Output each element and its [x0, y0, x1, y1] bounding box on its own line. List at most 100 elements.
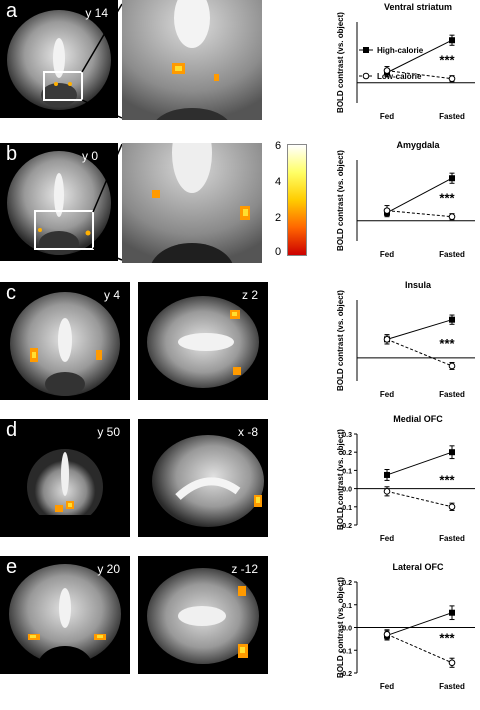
significance-marker: ***: [439, 190, 455, 205]
y-tick-label: -0.2: [340, 671, 352, 678]
slice-coordinate: z -12: [231, 562, 258, 576]
chart-svg: Amygdala BOLD contrast (vs. object) Fed Fas…: [336, 140, 475, 259]
panel-letter: c: [6, 282, 16, 304]
significance-marker: ***: [439, 631, 455, 646]
significance-marker: ***: [439, 52, 455, 67]
x-tick-label: Fasted: [439, 250, 465, 259]
series-line-low: [386, 210, 453, 218]
x-tick-label: Fed: [380, 390, 394, 399]
data-point-low: [448, 659, 456, 667]
data-point-high: [449, 37, 455, 44]
series-line-high: [386, 39, 453, 74]
chart-title: Ventral striatum: [384, 2, 452, 12]
x-tick-label: Fed: [380, 682, 394, 691]
legend-marker-low: [362, 72, 370, 80]
axial-slice-e: z -12: [138, 556, 268, 674]
brain-image: [10, 292, 120, 396]
significance-marker: ***: [439, 336, 455, 351]
chart-lateral-ofc: Lateral OFC BOLD contrast (vs. object) 0.2…: [335, 560, 480, 705]
data-point-high: [449, 449, 455, 456]
zoomed-slice-b: [122, 143, 262, 263]
coronal-slice-b: b y 0: [0, 143, 118, 261]
y-tick-label: 0.1: [342, 468, 352, 475]
y-tick-label: -0.2: [340, 523, 352, 530]
chart-title: Medial OFC: [393, 414, 443, 424]
y-axis-label: BOLD contrast (vs. object): [336, 12, 345, 113]
chart-svg: Ventral striatum BOLD contrast (vs. objec…: [336, 2, 475, 121]
series-line-high: [386, 319, 453, 340]
x-tick-label: Fasted: [439, 682, 465, 691]
legend-label-high: High-calorie: [377, 46, 424, 55]
brain-image: [9, 564, 121, 674]
x-tick-label: Fed: [380, 112, 394, 121]
chart-ventral-striatum: Ventral striatum BOLD contrast (vs. objec…: [335, 0, 480, 135]
data-point-low: [383, 207, 391, 214]
chart-title: Amygdala: [396, 140, 440, 150]
series-line-low: [386, 633, 453, 664]
brain-image: [7, 10, 111, 110]
y-axis-label: BOLD contrast (vs. object): [336, 290, 345, 391]
data-point-low: [383, 488, 391, 495]
slice-coordinate: y 20: [97, 562, 120, 576]
panel-letter: d: [6, 419, 18, 441]
data-point-low: [448, 213, 456, 220]
colorbar-tick: 6: [275, 140, 282, 152]
data-point-low: [383, 336, 391, 343]
series-line-low: [386, 490, 453, 508]
zoom-image: [122, 143, 262, 263]
coronal-slice-d: d y 50: [0, 419, 130, 537]
chart-insula: Insula BOLD contrast (vs. object) Fed Faste…: [335, 278, 480, 413]
y-tick-label: 0.3: [342, 432, 352, 439]
legend-label-low: Low-calorie: [377, 72, 422, 81]
zoomed-slice-a: [122, 0, 262, 120]
y-tick-label: 0.1: [342, 603, 352, 610]
sagittal-slice-d: x -8: [138, 419, 268, 537]
y-tick-label: 0.2: [342, 450, 352, 457]
series-line-high: [386, 612, 453, 636]
colorbar: [287, 144, 307, 256]
chart-title: Insula: [405, 280, 432, 290]
slice-coordinate: y 50: [97, 425, 120, 439]
colorbar-tick: 4: [275, 176, 282, 188]
brain-image: [152, 435, 264, 527]
slice-coordinate: x -8: [237, 425, 258, 439]
y-tick-label: -0.1: [340, 648, 352, 655]
coronal-slice-c: c y 4: [0, 282, 130, 400]
chart-medial-ofc: Medial OFC BOLD contrast (vs. object) 0.3 0…: [335, 412, 480, 557]
chart-svg: Insula BOLD contrast (vs. object) Fed Faste…: [336, 280, 475, 399]
slice-coordinate: y 0: [81, 149, 98, 163]
zoom-lines: [92, 143, 123, 261]
significance-marker: ***: [439, 473, 455, 488]
data-point-low: [448, 362, 456, 370]
series-line-low: [386, 70, 453, 80]
panel-letter: e: [6, 556, 18, 578]
colorbar-tick: 2: [275, 212, 282, 224]
data-point-high: [384, 471, 390, 478]
brain-image: [7, 151, 111, 255]
y-tick-label: 0.2: [342, 580, 352, 587]
series-line-low: [386, 338, 453, 367]
x-tick-label: Fasted: [439, 390, 465, 399]
chart-title: Lateral OFC: [392, 562, 444, 572]
brain-image: [27, 449, 103, 537]
y-tick-label: -0.1: [340, 505, 352, 512]
data-point-low: [383, 67, 391, 74]
panel-letter: a: [6, 0, 18, 22]
brain-image: [147, 296, 259, 388]
panel-letter: b: [6, 143, 18, 165]
brain-image: [147, 568, 259, 664]
slice-coordinate: y 14: [85, 6, 108, 20]
zoom-lines: [81, 3, 123, 119]
data-point-high: [449, 175, 455, 182]
y-tick-label: 0.0: [342, 487, 352, 494]
coronal-slice-a: a y 14: [0, 0, 118, 118]
x-tick-label: Fasted: [439, 534, 465, 543]
legend-marker-high: [363, 47, 369, 53]
data-point-high: [449, 609, 455, 616]
data-point-low: [448, 75, 456, 82]
x-tick-label: Fasted: [439, 112, 465, 121]
chart-amygdala: Amygdala BOLD contrast (vs. object) Fed Fas…: [335, 138, 480, 273]
y-axis-label: BOLD contrast (vs. object): [336, 577, 345, 678]
series-line-high: [386, 177, 453, 214]
data-point-low: [383, 631, 391, 638]
